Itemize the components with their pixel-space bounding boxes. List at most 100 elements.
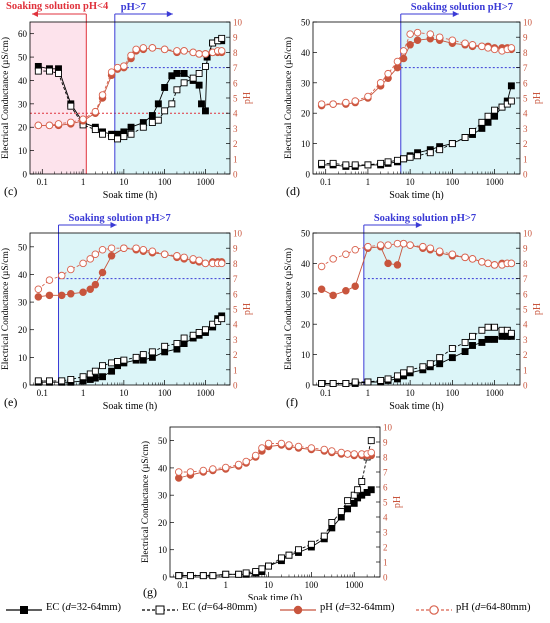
data-point-ec-64-80 [46,67,53,75]
data-point-ec-64-80 [180,334,188,342]
data-point-ph-64-80 [113,63,122,72]
data-point-ph-32-64 [107,252,116,260]
data-point-ec-64-80 [400,155,408,163]
data-point-ph-64-80 [201,50,210,58]
data-point-ph-64-80 [98,245,107,254]
data-point-ec-64-80 [265,562,273,570]
x-tick-label: 0.1 [320,177,331,187]
data-point-ec-64-80 [377,376,385,384]
data-point-ec-64-80 [406,153,414,161]
data-point-ec-64-80 [469,332,476,340]
data-point-ph-64-80 [98,91,107,99]
data-point-ph-64-80 [209,465,217,473]
data-point-ec-32-64 [344,505,352,513]
series-ec-64-80 [34,34,226,143]
y-right-tick-label: 6 [383,483,388,493]
data-point-ph-64-80 [34,285,43,293]
data-point-ph-32-64 [98,268,107,277]
y-left-tick-label: 20 [301,109,311,119]
legend-marker-ph-64-80 [416,605,452,615]
data-point-ec-64-80 [235,570,243,578]
data-point-ph-64-80 [406,30,414,38]
data-point-ec-64-80 [173,86,181,94]
y-right-tick-label: 4 [523,109,528,119]
y-right-tick-label: 4 [383,513,388,523]
x-tick-label: 100 [446,388,460,398]
data-point-ph-64-80 [217,259,226,268]
data-point-ec-32-64 [195,81,203,89]
y-right-tick-label: 3 [523,124,528,134]
data-point-ph-64-80 [120,62,128,70]
figure-canvas: Soaking solution pH<4 pH>7010203040506001… [0,1,543,604]
y-right-tick-label: 1 [523,154,528,164]
series-line-ph-64-80 [178,443,372,473]
x-axis-title: Soak time (h) [248,593,302,600]
data-point-ph-64-80 [342,250,350,259]
data-point-ec-64-80 [484,323,492,331]
data-point-ec-64-80 [307,540,315,548]
chart-panel-d: Soaking solution pH>7 0 10 20 30 40 50 0 1 2 3 4 5 6 7… [283,2,543,201]
x-tick-label: 100 [158,177,172,187]
data-point-ec-32-64 [161,84,169,91]
data-point-ec-64-80 [393,372,401,380]
data-point-ph-32-64 [399,54,408,63]
panel-tag: (g) [143,585,157,599]
x-axis-title: Soak time (h) [103,401,157,412]
data-point-ph-64-80 [132,45,140,54]
data-point-ph-64-80 [329,255,337,263]
data-point-ec-64-80 [180,79,188,87]
y-left-axis-title: Electrical Conductance (µS/cm) [0,248,11,370]
y-left-tick-label: 10 [301,139,311,149]
y-right-tick-label: 8 [233,259,238,269]
data-point-ph-64-80 [448,250,457,259]
series-ec-64-80 [175,437,375,580]
series-line-ec-64-80 [321,326,512,384]
legend-label-ec-64-80: EC (d=64-80mm) [182,602,258,613]
y-right-tick-label: 7 [383,468,388,478]
data-point-ec-64-80 [108,133,116,141]
panel-tag: (f) [286,395,298,409]
y-left-tick-label: 20 [301,320,311,330]
data-point-ph-64-80 [45,121,54,130]
data-point-ec-64-80 [384,375,392,383]
data-point-ec-64-80 [295,546,302,554]
data-point-ph-64-80 [174,468,183,476]
data-point-ph-64-80 [337,448,346,457]
legend-label-ph-32-64: pH (d=32-64mm) [320,602,395,613]
data-point-ec-64-80 [337,508,345,515]
data-point-ec-64-80 [218,34,226,42]
data-point-ph-64-80 [399,47,408,55]
y-right-tick-label: 8 [523,259,528,269]
data-point-ec-64-80 [79,373,87,381]
series-ph-64-80 [317,239,516,271]
data-point-ph-32-64 [45,291,54,300]
data-point-ph-64-80 [329,100,337,108]
data-point-ph-64-80 [199,466,208,475]
chart-panel-e: Soaking solution pH>7 0 10 20 30 40 50 0 1 2 3 4 5 6 7… [0,213,253,412]
data-point-ec-64-80 [277,554,285,562]
arrow-head [166,11,173,17]
data-point-ph-64-80 [426,30,435,38]
data-point-ph-64-80 [435,33,444,41]
y-right-tick-label: 9 [523,244,528,254]
data-point-ec-64-80 [351,161,359,169]
y-left-tick-label: 10 [158,545,168,555]
data-point-ec-64-80 [114,135,121,143]
y-right-axis-title: pH [392,496,403,508]
data-point-ec-32-64 [507,82,515,90]
data-point-ec-64-80 [461,134,469,141]
data-point-ec-64-80 [406,366,414,374]
data-point-ph-64-80 [384,241,392,249]
data-point-ph-64-80 [173,252,181,260]
y-right-tick-label: 0 [233,170,238,180]
legend-item-ph-32-64: pH (d=32-64mm) [278,601,410,619]
data-point-ph-32-64 [351,282,359,290]
data-point-ph-64-80 [277,439,286,448]
data-point-ec-64-80 [478,326,486,334]
y-right-tick-label: 1 [233,154,238,164]
data-point-ph-64-80 [478,42,486,51]
data-point-ph-64-80 [351,97,359,105]
series-ec-64-80 [318,323,515,387]
data-point-ec-64-80 [252,568,260,575]
data-point-ph-64-80 [91,107,100,116]
